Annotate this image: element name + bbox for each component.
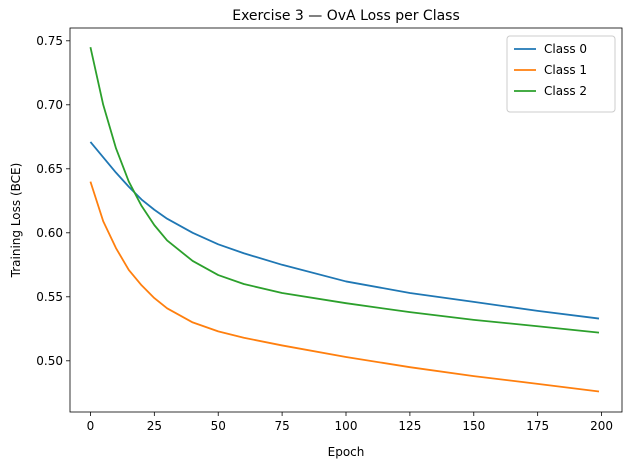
series-line-class-0 xyxy=(89,141,600,320)
x-tick-label: 75 xyxy=(274,419,289,433)
x-tick-label: 100 xyxy=(335,419,358,433)
x-tick-label: 50 xyxy=(211,419,226,433)
x-tick-label: 150 xyxy=(462,419,485,433)
y-axis-label: Training Loss (BCE) xyxy=(9,163,23,279)
chart-title: Exercise 3 — OvA Loss per Class xyxy=(232,8,460,24)
y-tick-label: 0.75 xyxy=(36,34,63,48)
legend-label-class-2: Class 2 xyxy=(544,84,587,98)
x-tick-label: 200 xyxy=(590,419,613,433)
series-line-class-1 xyxy=(89,181,600,393)
series-line-class-2 xyxy=(89,47,600,334)
y-tick-label: 0.65 xyxy=(36,162,63,176)
x-tick-label: 0 xyxy=(87,419,95,433)
y-tick-label: 0.50 xyxy=(36,354,63,368)
legend-label-class-1: Class 1 xyxy=(544,63,587,77)
x-tick-label: 125 xyxy=(398,419,421,433)
x-axis-label: Epoch xyxy=(328,445,365,459)
y-tick-label: 0.70 xyxy=(36,98,63,112)
plot-frame xyxy=(69,27,623,413)
legend-label-class-0: Class 0 xyxy=(544,42,587,56)
x-tick-label: 25 xyxy=(147,419,162,433)
series-lines xyxy=(89,47,600,393)
y-tick-label: 0.55 xyxy=(36,290,63,304)
x-tick-label: 175 xyxy=(526,419,549,433)
axis-ticks: 0 25 50 75 100 125 150 175 200 0.50 0.55 0.60 0.65 0.… xyxy=(36,34,613,433)
legend: Class 0 Class 1 Class 2 xyxy=(506,35,616,113)
y-tick-label: 0.60 xyxy=(36,226,63,240)
legend-box xyxy=(506,35,616,113)
